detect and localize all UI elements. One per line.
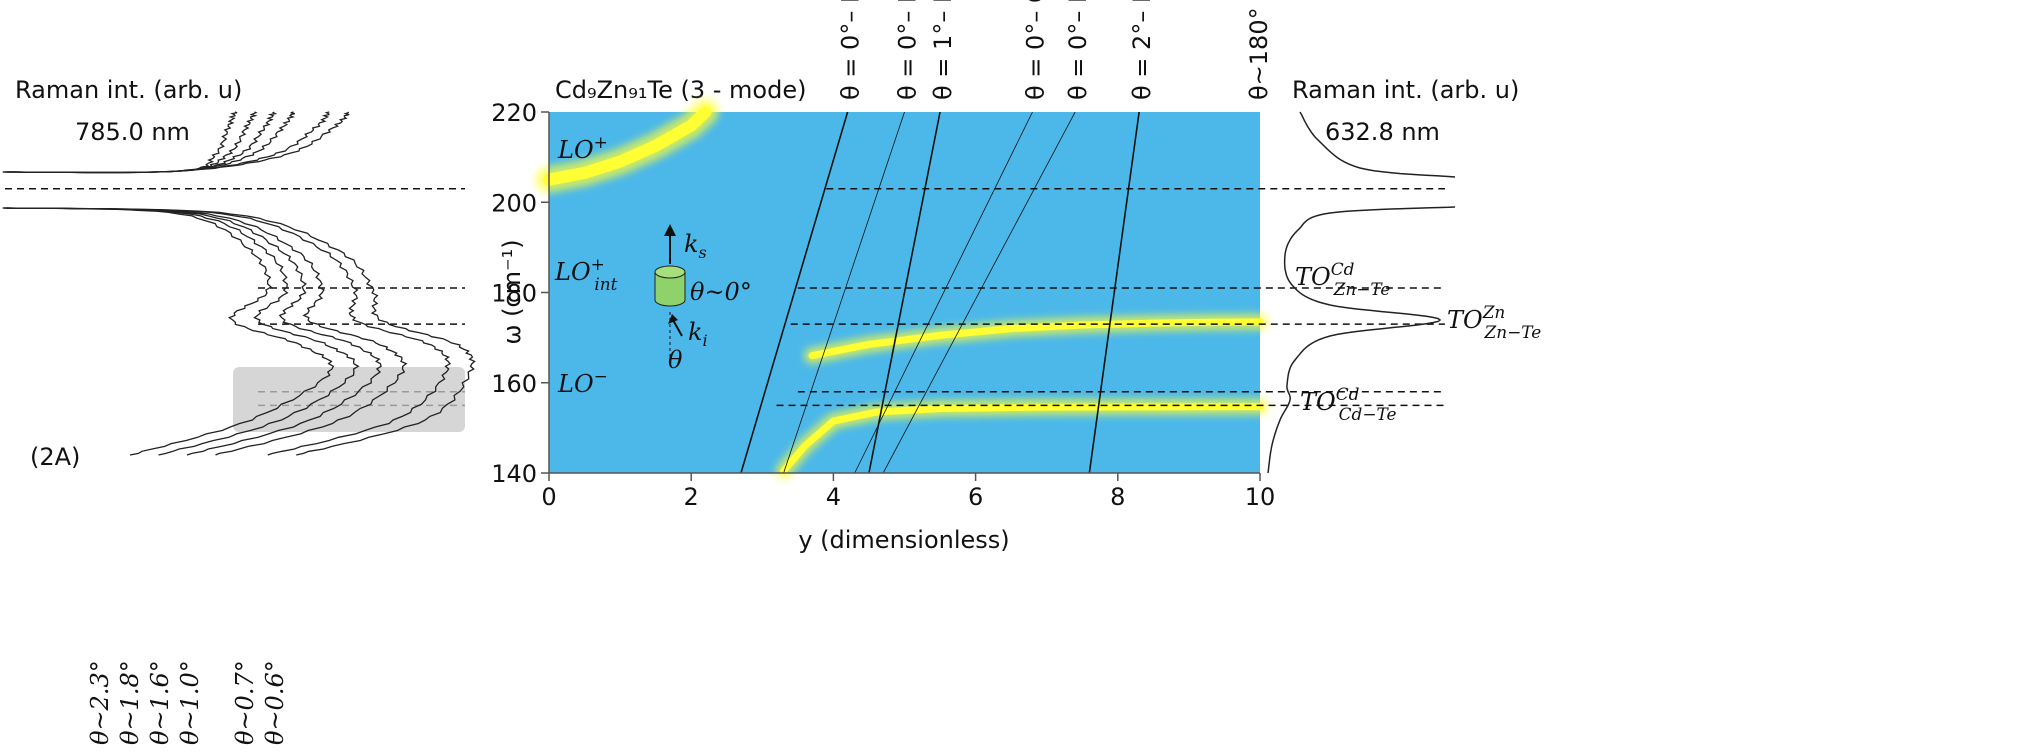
y-tick-label: 200: [491, 189, 537, 217]
inset-ks-base: k: [684, 230, 699, 258]
mode-label: LO+: [557, 132, 608, 164]
to-label-sub: Zn−Te: [1333, 279, 1391, 299]
right-title: Raman int. (arb. u): [1292, 76, 1519, 104]
x-axis-label: y (dimensionless): [798, 526, 1009, 554]
light-line: [882, 111, 1076, 474]
cylinder: [654, 272, 686, 307]
to-label-base: TO: [1300, 388, 1336, 416]
mode-label: LO−: [557, 366, 608, 398]
light-line: [1088, 111, 1140, 474]
light-line: [868, 111, 941, 474]
left-wavelength: 785.0 nm: [75, 118, 190, 146]
to-label-sub: Cd−Te: [1339, 404, 1397, 424]
branch: [543, 106, 712, 186]
line-label: θ~180°: [1245, 7, 1273, 100]
left-tag: (2A): [30, 443, 80, 471]
spectrum-right: [1267, 206, 1456, 474]
light-line: [740, 111, 849, 474]
angle-label: θ~2.3°: [86, 660, 114, 745]
line-label: θ = 1°– IR: [929, 0, 957, 100]
mode-label-base: LO: [557, 370, 594, 398]
inset-ki-base: k: [688, 318, 703, 346]
y-tick-label: 140: [491, 460, 537, 488]
to-label: TOZn Zn−Te: [1447, 302, 1541, 342]
to-label-sup: Cd: [1331, 259, 1355, 279]
x-tick-label: 10: [1245, 483, 1276, 511]
to-label-base: TO: [1447, 306, 1483, 334]
line-label: θ = 0°– B: [1064, 0, 1092, 100]
mode-label-sup: −: [594, 366, 608, 386]
inset-ki: ki: [688, 318, 708, 350]
y-tick-label: 160: [491, 370, 537, 398]
line-label: θ = 2°– IR: [1128, 0, 1156, 100]
angle-label: θ~1.8°: [116, 660, 144, 745]
to-label: TOCd Zn−Te: [1295, 259, 1390, 299]
mode-label-base: LO: [554, 258, 591, 286]
spectrum-left: [2, 111, 350, 174]
light-line: [783, 111, 905, 474]
spectrum-left: [7, 207, 476, 456]
spectrum-right: [1299, 111, 1456, 178]
chart-title: Cd₉Zn₉₁Te (3 - mode): [555, 76, 806, 104]
line-label: θ = 0°– R: [894, 0, 922, 100]
cylinder-top: [654, 265, 686, 279]
to-label-base: TO: [1295, 263, 1331, 291]
y-axis-label: ω (cm⁻¹): [498, 239, 526, 344]
arrow-head: [668, 314, 678, 324]
inset-ks-sub: s: [699, 243, 707, 262]
arrow-head: [664, 224, 676, 236]
branch: [808, 318, 1264, 360]
mode-label: LO+ int: [554, 254, 618, 294]
y-tick-label: 180: [491, 280, 537, 308]
to-label: TOCd Cd−Te: [1300, 384, 1396, 424]
angle-label: θ~0.6°: [261, 660, 289, 745]
x-tick-label: 6: [968, 483, 983, 511]
left-title: Raman int. (arb. u): [15, 76, 242, 104]
angle-label: θ~1.6°: [146, 660, 174, 745]
branch: [780, 403, 1264, 475]
inset-theta: θ: [668, 346, 683, 374]
light-line: [854, 111, 1033, 474]
spectrum-left: [4, 207, 408, 456]
line-label: θ = 0°– G: [1021, 0, 1049, 100]
x-tick-label: 8: [1110, 483, 1125, 511]
angle-label: θ~1.0°: [176, 660, 204, 745]
spectrum-left: [5, 207, 335, 456]
to-label-sup: Zn: [1482, 302, 1506, 322]
highlight-box: [233, 367, 465, 432]
x-tick-label: 2: [684, 483, 699, 511]
x-tick-label: 4: [826, 483, 841, 511]
inset-ks: ks: [684, 230, 707, 262]
mode-label-base: LO: [557, 136, 594, 164]
y-tick-label: 220: [491, 99, 537, 127]
spectrum-left: [6, 207, 451, 456]
arrow-ki: [672, 319, 683, 337]
line-label: θ = 0°– IR: [837, 0, 865, 100]
mode-label-sup: +: [591, 254, 605, 274]
inset-ki-sub: i: [703, 331, 708, 350]
mode-label-sub: int: [594, 274, 617, 294]
x-tick-label: 0: [541, 483, 556, 511]
mode-label-sup: +: [594, 132, 608, 152]
inset-angle: θ~0°: [690, 278, 752, 306]
to-label-sub: Zn−Te: [1484, 322, 1542, 342]
spectrum-left: [2, 207, 382, 456]
spectrum-left: [3, 207, 360, 456]
to-label-sup: Cd: [1336, 384, 1360, 404]
right-wavelength: 632.8 nm: [1325, 118, 1440, 146]
angle-label: θ~0.7°: [231, 660, 259, 745]
